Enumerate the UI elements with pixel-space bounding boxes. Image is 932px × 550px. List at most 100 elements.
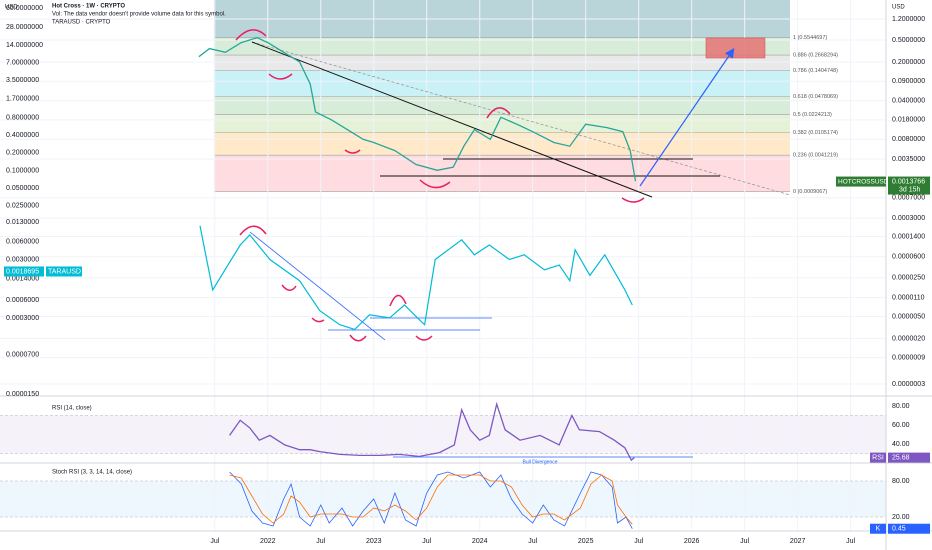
compare-price-box (4, 266, 44, 277)
fib-level-label: 0.786 (0.1404748) (793, 68, 838, 74)
right-tick-label: 0.0000020 (892, 335, 925, 342)
projection-arrow (639, 48, 735, 187)
symbol-title: Hot Cross · 1W · CRYPTO (52, 4, 125, 10)
indicator-band (0, 415, 886, 454)
indicator-tick-label: 80.00 (892, 403, 910, 410)
drawings (235, 29, 791, 342)
fib-level-label: 0.618 (0.0478069) (793, 94, 838, 100)
right-tick-label: 0.0001400 (892, 233, 925, 240)
indicator-tick-label: 40.00 (892, 441, 910, 448)
right-tick-label: 1.2000000 (892, 16, 925, 23)
right-tick-label: 0.0035000 (892, 156, 925, 163)
fib-level-label: 0.236 (0.0041219) (793, 153, 838, 159)
left-tick-label: 60.0000000 (6, 5, 43, 12)
left-tick-label: 0.0003000 (6, 315, 39, 322)
right-unit: USD (892, 5, 905, 11)
series-name-box (870, 523, 886, 534)
compare-price-label: 0.0018695 (6, 268, 39, 275)
right-tick-label: 0.0000003 (892, 381, 925, 388)
left-tick-label: 0.4000000 (6, 132, 39, 139)
fib-level-label: 0.886 (0.2668294) (793, 53, 838, 59)
series-line (229, 471, 633, 529)
compare-name-box (46, 266, 82, 277)
rsi-title: RSI (14, close) (52, 406, 92, 412)
left-tick-label: 0.0006000 (6, 297, 39, 304)
fib-band (214, 37, 790, 56)
series-name-box (870, 452, 886, 463)
left-tick-label: 14.0000000 (6, 42, 43, 49)
right-tick-label: 0.0900000 (892, 78, 925, 85)
right-tick-label: 0.0080000 (892, 136, 925, 143)
fib-band (214, 55, 790, 71)
compare-symbol: TARAUSD · CRYPTO (52, 20, 111, 26)
last-value-box (888, 523, 930, 534)
x-tick-label: 2027 (790, 538, 806, 545)
last-value-box (888, 452, 930, 463)
trendline (251, 41, 653, 198)
x-tick-label: 2022 (260, 538, 276, 545)
left-tick-label: 28.0000000 (6, 24, 43, 31)
left-tick-label: 0.0130000 (6, 219, 39, 226)
right-tick-label: 0.2000000 (892, 59, 925, 66)
price-name-label: HOTCROSSUSD (838, 178, 889, 185)
right-tick-label: 0.5000000 (892, 37, 925, 44)
left-tick-label: 0.0250000 (6, 202, 39, 209)
indicator-tick-label: 20.00 (892, 514, 910, 521)
right-tick-label: 0.0000110 (892, 294, 925, 301)
indicator-band (0, 481, 886, 517)
left-tick-label: 0.0000700 (6, 352, 39, 359)
series-name-label: K (876, 526, 881, 533)
price-name-box (836, 176, 886, 187)
x-tick-label: Jul (740, 538, 749, 545)
fib-band (214, 155, 790, 192)
left-tick-label: 0.0500000 (6, 185, 39, 192)
right-tick-label: 0.0000600 (892, 254, 925, 261)
right-tick-label: 0.0007000 (892, 195, 925, 202)
left-tick-label: 7.0000000 (6, 59, 39, 66)
series-line (198, 37, 637, 182)
fib-level-label: 0.382 (0.0105174) (793, 130, 838, 136)
last-value-label: 25.68 (892, 454, 910, 461)
x-tick-label: 2024 (472, 538, 488, 545)
left-tick-label: 0.8000000 (6, 114, 39, 121)
data-layer (198, 37, 637, 529)
divergence-label: Bull Divergence (522, 459, 557, 465)
last-value-label: 0.45 (892, 526, 906, 533)
x-tick-label: 2023 (366, 538, 382, 545)
stoch-title: Stoch RSI (3, 3, 14, 14, close) (52, 470, 132, 476)
series-line (229, 401, 635, 462)
right-axis-bg (886, 0, 932, 531)
left-tick-label: 0.1000000 (6, 167, 39, 174)
compare-name-label: TARAUSD (48, 268, 81, 275)
fib-level-label: 0.5 (0.0224213) (793, 112, 832, 118)
right-tick-label: 0.0000050 (892, 313, 925, 320)
price-box (888, 176, 930, 195)
x-tick-label: Jul (846, 538, 855, 545)
left-tick-label: 1.7000000 (6, 95, 39, 102)
target-box (705, 37, 766, 59)
fib-level-label: 1 (0.5544697) (793, 35, 827, 41)
indicator-tick-label: 80.00 (892, 478, 910, 485)
left-unit: USD (5, 5, 18, 11)
countdown-label: 3d 15h (899, 186, 921, 193)
left-tick-label: 0.0060000 (6, 239, 39, 246)
grid-layer (0, 0, 886, 531)
series-line (199, 225, 633, 331)
x-tick-label: Jul (422, 538, 431, 545)
right-tick-label: 0.0003000 (892, 215, 925, 222)
fib-band (214, 96, 790, 115)
x-tick-label: Jul (528, 538, 537, 545)
price-label: 0.0013766 (892, 178, 925, 185)
left-tick-label: 3.5000000 (6, 77, 39, 84)
pattern-arcs (235, 29, 645, 342)
x-tick-label: Jul (316, 538, 325, 545)
volume-note: Vol: The data vendor doesn't provide vol… (52, 12, 226, 18)
right-tick-label: 0.0000009 (892, 354, 925, 361)
background-layer (0, 0, 886, 517)
right-tick-label: 0.0400000 (892, 98, 925, 105)
x-tick-label: 2025 (578, 538, 594, 545)
series-name-label: RSI (872, 454, 884, 461)
trendline-compare (249, 231, 386, 341)
left-tick-label: 0.0030000 (6, 256, 39, 263)
